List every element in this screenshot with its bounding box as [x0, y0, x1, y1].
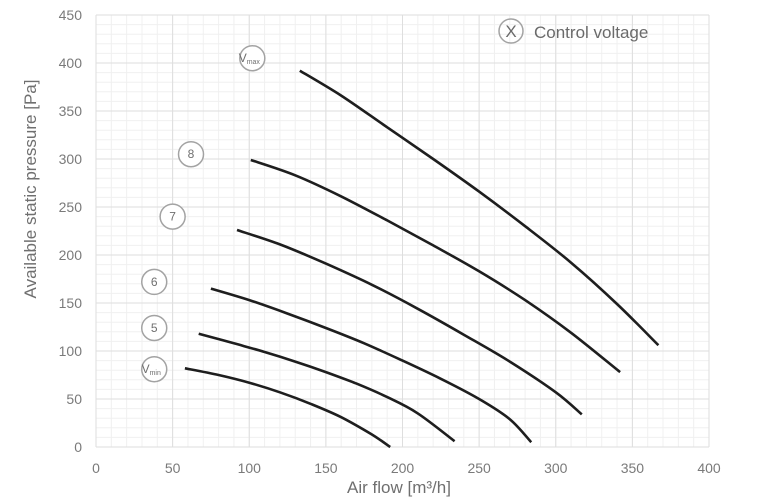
series-line-vmin [184, 367, 391, 449]
y-tick-label: 250 [59, 199, 83, 215]
x-tick-label: 300 [544, 460, 568, 476]
y-tick-label: 100 [59, 343, 83, 359]
series-badge-circle [140, 268, 168, 296]
series-line-5 [198, 332, 456, 443]
series-line-vmax [299, 69, 660, 347]
series-label-badges: Vmin 5 6 7 8 Vmax [140, 44, 266, 383]
series-badge-circle [140, 355, 168, 383]
series-badge-circle [159, 203, 186, 230]
series-badge-circle [140, 314, 168, 342]
y-tick-labels: 0 50 100 150 200 250 300 350 400 450 [59, 7, 83, 455]
series-badge-label: 6 [151, 275, 158, 289]
x-tick-label: 350 [621, 460, 645, 476]
x-axis-label: Air flow [m³/h] [347, 478, 451, 497]
series-badge-subscript: min [150, 370, 161, 377]
series-badge-6: 6 [140, 268, 168, 296]
series-badge-8: 8 [177, 140, 205, 168]
series-badge-subscript: max [247, 59, 261, 66]
grid-major [95, 14, 710, 448]
series-badge-label: 7 [169, 210, 176, 224]
y-tick-label: 200 [59, 247, 83, 263]
x-tick-labels: 0 50 100 150 200 250 300 350 400 [92, 460, 721, 476]
x-tick-label: 0 [92, 460, 100, 476]
y-tick-label: 300 [59, 151, 83, 167]
series-badge-vmin: Vmin [140, 355, 168, 383]
series-badge-label: 8 [188, 147, 195, 161]
y-tick-label: 0 [74, 439, 82, 455]
series-line-7 [236, 228, 583, 416]
y-tick-label: 450 [59, 7, 83, 23]
x-tick-label: 200 [391, 460, 415, 476]
x-tick-label: 400 [697, 460, 721, 476]
series-badge-circle [239, 44, 266, 72]
series-badge-5: 5 [140, 314, 168, 342]
legend-symbol: X [505, 22, 516, 41]
y-tick-label: 150 [59, 295, 83, 311]
series-line-6 [210, 287, 533, 444]
x-tick-label: 250 [467, 460, 491, 476]
y-tick-label: 400 [59, 55, 83, 71]
y-tick-label: 50 [66, 391, 82, 407]
legend-label: Control voltage [534, 23, 648, 42]
x-tick-label: 100 [238, 460, 262, 476]
y-axis-label: Available static pressure [Pa] [21, 80, 40, 299]
legend: X Control voltage [498, 18, 648, 44]
y-tick-label: 350 [59, 103, 83, 119]
x-tick-label: 50 [165, 460, 181, 476]
series-badge-vmax: Vmax [239, 44, 266, 72]
series-badge-7: 7 [159, 203, 186, 230]
series-badge-label: 5 [151, 321, 158, 335]
legend-symbol-circle [498, 18, 524, 44]
series-badge-circle [177, 140, 205, 168]
x-tick-label: 150 [314, 460, 338, 476]
series-line-8 [250, 158, 621, 374]
series-lines [184, 69, 660, 449]
